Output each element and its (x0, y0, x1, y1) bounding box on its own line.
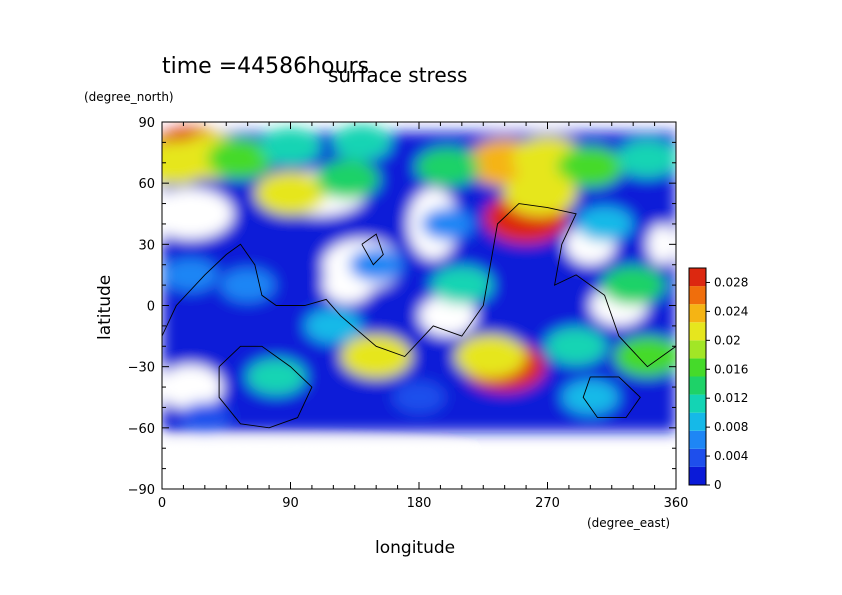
field-cell (503, 170, 578, 216)
field-cell (616, 139, 676, 178)
colorbar-swatch (689, 466, 706, 485)
colorbar-tick-label: 0.004 (714, 449, 748, 463)
colorbar-swatch (689, 322, 706, 341)
colorbar-tick-label: 0.016 (714, 362, 748, 376)
x-axis-label: longitude (375, 538, 455, 558)
field-cell (601, 265, 666, 305)
colorbar-swatch (689, 376, 706, 395)
coastline (218, 345, 313, 429)
field-gap (162, 443, 469, 474)
y-axis-ticks: −90 −60 −30 0 30 60 90 (128, 116, 676, 498)
field-cell (562, 379, 619, 415)
y-tick-label: 0 (147, 300, 155, 315)
x-tick-label: 0 (158, 496, 166, 511)
colorbar-frame (688, 267, 707, 486)
field-gap (647, 223, 676, 265)
colorbar-swatch (689, 430, 706, 449)
y-tick-label: −30 (128, 361, 155, 376)
field-cell (421, 207, 474, 241)
y-tick-label: −90 (128, 483, 155, 498)
y-units-label: (degree_north) (84, 90, 174, 104)
x-axis-ticks: 0 90 180 270 360 (158, 122, 689, 511)
colorbar-swatch (689, 340, 706, 359)
chart-title: surface stress (328, 63, 467, 87)
field-cell (163, 258, 218, 292)
colorbar-swatch (689, 448, 706, 467)
stress-field (162, 124, 676, 474)
y-tick-label: 30 (138, 238, 155, 253)
field-cell (545, 327, 607, 366)
y-tick-label: 90 (138, 116, 155, 131)
colorbar-swatch (689, 268, 706, 287)
field-cell (332, 124, 392, 161)
colorbar-tick-label: 0.02 (714, 333, 741, 347)
colorbar-tick-label: 0.008 (714, 420, 748, 434)
y-axis-label: latitude (95, 275, 115, 340)
field-gap (162, 364, 223, 410)
field-cell (179, 402, 231, 434)
field-cell (162, 140, 212, 185)
colorbar-tick-label: 0.012 (714, 391, 748, 405)
field-cell (259, 127, 322, 166)
x-tick-label: 270 (535, 496, 560, 511)
field-cell (340, 334, 412, 379)
colorbar-swatch (689, 412, 706, 431)
colorbar-swatch (689, 304, 706, 323)
coastline (582, 376, 641, 419)
colorbar-swatch (689, 286, 706, 305)
field-gap (162, 188, 234, 240)
time-label: time =44586hours (162, 54, 369, 79)
colorbar-swatch (689, 358, 706, 377)
field-cell (415, 147, 480, 187)
colorbar: 0 0.004 0.008 0.012 0.016 0.02 0.024 0.028 (688, 267, 748, 492)
field-cell (393, 381, 445, 414)
x-tick-label: 180 (407, 496, 432, 511)
field-cell (220, 268, 275, 302)
field-cell (454, 334, 526, 379)
field-cell (557, 146, 624, 188)
field-cell (305, 308, 362, 344)
y-tick-label: 60 (138, 177, 155, 192)
y-tick-label: −60 (128, 422, 155, 437)
coastline-contours (162, 203, 676, 429)
coastline (361, 233, 384, 266)
field-cell (246, 358, 306, 395)
field-cell (576, 206, 633, 242)
colorbar-tick-label: 0 (714, 478, 722, 492)
x-tick-label: 90 (282, 496, 299, 511)
plot-area (162, 122, 676, 489)
field-cell (614, 336, 676, 377)
colorbar-tick-label: 0.028 (714, 275, 748, 289)
field-cell (254, 171, 327, 216)
x-units-label: (degree_east) (587, 516, 670, 530)
field-cell (349, 248, 404, 282)
x-tick-label: 360 (664, 496, 689, 511)
colorbar-swatch (689, 394, 706, 413)
field-cell (207, 138, 274, 180)
field-cell (315, 159, 380, 199)
colorbar-tick-label: 0.024 (714, 304, 748, 318)
coastline (162, 203, 676, 368)
field-cell (431, 266, 493, 304)
